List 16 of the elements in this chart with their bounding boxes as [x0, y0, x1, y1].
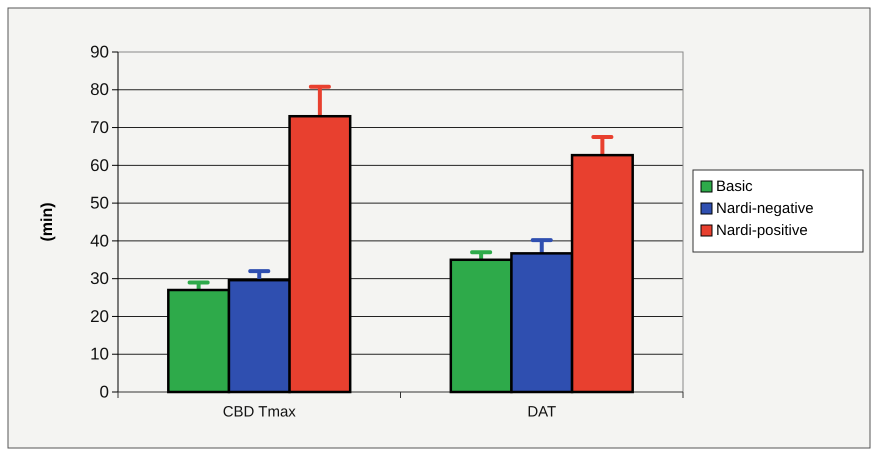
- legend-label: Nardi-positive: [716, 222, 808, 239]
- y-tick-label: 30: [90, 269, 109, 288]
- y-tick-label: 10: [90, 344, 109, 364]
- y-tick-label: 20: [90, 306, 109, 326]
- y-axis-title: (min): [39, 202, 56, 242]
- x-tick-label: CBD Tmax: [222, 404, 296, 421]
- y-tick-label: 70: [90, 118, 109, 137]
- legend-label: Nardi-negative: [716, 200, 814, 217]
- y-tick-label: 40: [90, 231, 109, 250]
- y-tick-label: 60: [90, 156, 109, 175]
- legend-label: Basic: [716, 178, 754, 195]
- y-tick-label: 80: [90, 80, 109, 100]
- y-tick-label: 0: [100, 382, 109, 402]
- y-tick-label: 90: [90, 42, 109, 62]
- x-tick-label: DAT: [527, 404, 556, 421]
- y-tick-label: 50: [90, 194, 109, 213]
